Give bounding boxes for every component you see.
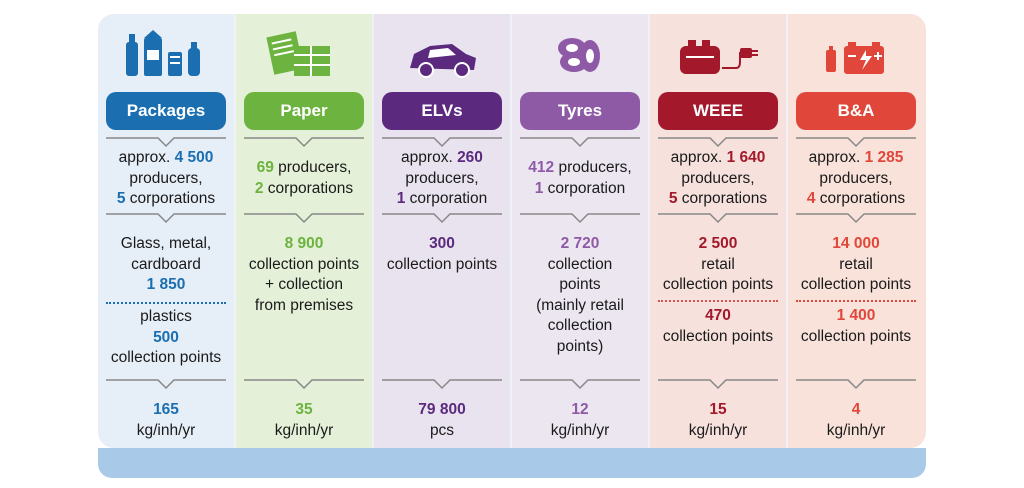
separator-chevron bbox=[658, 137, 778, 148]
rate-info: 165 kg/inh/yr bbox=[136, 401, 196, 439]
car-icon bbox=[374, 28, 510, 84]
producers-info: approx. 1 640 producers, 5 corporations bbox=[668, 149, 768, 207]
collection-points-info: Glass, metal, cardboard 1 850 bbox=[120, 235, 212, 293]
bottles-cans-icon bbox=[98, 28, 234, 84]
collection-points-info: 1 400 collection points bbox=[800, 307, 912, 345]
retail-collection-info: 2 500 retail collection points bbox=[662, 235, 774, 293]
paper-stack-icon bbox=[236, 28, 372, 84]
rate-info: 35 kg/inh/yr bbox=[274, 401, 334, 439]
rate-info: 79 800 pcs bbox=[418, 401, 466, 439]
producers-info: 69 producers, 2 corporations bbox=[254, 159, 354, 197]
category-label-ba: B&A bbox=[796, 92, 916, 130]
separator-chevron bbox=[244, 213, 364, 224]
plastics-collection-info: plastics 500 collection points bbox=[110, 308, 222, 366]
rate-info: 12 kg/inh/yr bbox=[550, 401, 610, 439]
toaster-plug-icon bbox=[650, 28, 786, 84]
separator-chevron bbox=[382, 137, 502, 148]
column-elvs: ELVs approx. 260 producers, 1 corporatio… bbox=[374, 14, 510, 448]
separator-chevron bbox=[796, 213, 916, 224]
collection-points-info: 300 collection points bbox=[386, 235, 498, 273]
separator-chevron bbox=[106, 213, 226, 224]
category-label-weee: WEEE bbox=[658, 92, 778, 130]
column-weee: WEEE approx. 1 640 producers, 5 corporat… bbox=[650, 14, 786, 448]
producers-info: 412 producers, 1 corporation bbox=[528, 159, 632, 197]
collection-points-info: 2 720 collection points (mainly retail c… bbox=[536, 235, 624, 355]
category-label-packages: Packages bbox=[106, 92, 226, 130]
rate-info: 15 kg/inh/yr bbox=[688, 401, 748, 439]
separator-chevron bbox=[382, 379, 502, 390]
dotted-divider bbox=[658, 300, 778, 302]
dotted-divider bbox=[796, 300, 916, 302]
producers-info: approx. 260 producers, 1 corporation bbox=[396, 149, 488, 207]
collection-points-info: 8 900 collection points + collection fro… bbox=[248, 235, 360, 314]
separator-chevron bbox=[520, 213, 640, 224]
separator-chevron bbox=[382, 213, 502, 224]
separator-chevron bbox=[658, 379, 778, 390]
separator-chevron bbox=[244, 137, 364, 148]
separator-chevron bbox=[244, 379, 364, 390]
separator-chevron bbox=[658, 213, 778, 224]
dotted-divider bbox=[106, 302, 226, 304]
collection-points-info: 470 collection points bbox=[662, 307, 774, 345]
column-paper: Paper 69 producers, 2 corporations 8 900… bbox=[236, 14, 372, 448]
tyres-icon bbox=[512, 28, 648, 84]
separator-chevron bbox=[796, 379, 916, 390]
separator-chevron bbox=[106, 137, 226, 148]
category-label-tyres: Tyres bbox=[520, 92, 640, 130]
separator-chevron bbox=[520, 137, 640, 148]
category-label-paper: Paper bbox=[244, 92, 364, 130]
separator-chevron bbox=[796, 137, 916, 148]
column-packages: Packages approx. 4 500 producers, 5 corp… bbox=[98, 14, 234, 448]
infographic-frame: Packages approx. 4 500 producers, 5 corp… bbox=[98, 14, 926, 448]
separator-chevron bbox=[106, 379, 226, 390]
producers-info: approx. 4 500 producers, 5 corporations bbox=[116, 149, 216, 207]
producers-info: approx. 1 285 producers, 4 corporations bbox=[806, 149, 906, 207]
bottom-bar bbox=[98, 448, 926, 478]
battery-icon bbox=[788, 28, 924, 84]
retail-collection-info: 14 000 retail collection points bbox=[800, 235, 912, 293]
category-label-elvs: ELVs bbox=[382, 92, 502, 130]
rate-info: 4 kg/inh/yr bbox=[826, 401, 886, 439]
column-ba: B&A approx. 1 285 producers, 4 corporati… bbox=[788, 14, 926, 448]
column-tyres: Tyres 412 producers, 1 corporation 2 720… bbox=[512, 14, 648, 448]
separator-chevron bbox=[520, 379, 640, 390]
